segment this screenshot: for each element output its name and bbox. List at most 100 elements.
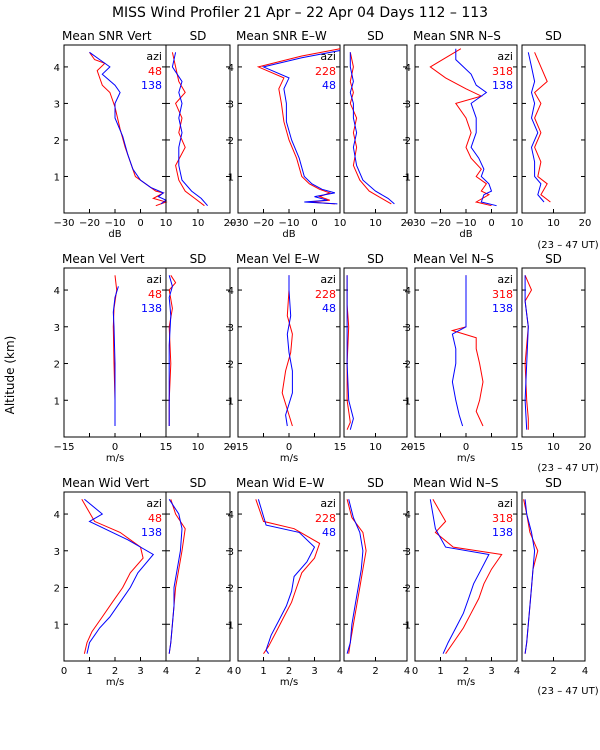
x-tick-label: 4 xyxy=(163,666,169,677)
x-tick-label: 15 xyxy=(160,442,173,453)
panel-wid-ew-sd: SD 2 4 xyxy=(343,476,410,677)
series-line-48 xyxy=(81,499,144,654)
series-line-48 xyxy=(346,499,364,654)
x-tick-label: 20 xyxy=(224,442,237,453)
legend-entry-48: 48 xyxy=(148,512,162,525)
series-line-138 xyxy=(527,52,545,203)
x-tick-label: 10 xyxy=(547,218,560,229)
x-axis-label: m/s xyxy=(457,453,475,464)
series-line-48 xyxy=(285,275,293,427)
series-line-228 xyxy=(255,499,321,654)
x-tick-label: 1 xyxy=(260,666,266,677)
x-tick-label: 10 xyxy=(334,218,347,229)
panel-title: Mean Wid N–S xyxy=(413,476,498,490)
y-tick-label: 2 xyxy=(405,360,411,371)
y-tick-label: 1 xyxy=(54,172,60,183)
series-line-138 xyxy=(89,51,167,205)
panel-vel-vert-sd: SD 10 20 xyxy=(165,252,237,453)
x-tick-label: 1 xyxy=(86,666,92,677)
x-tick-label: 15 xyxy=(511,442,524,453)
x-tick-label: 20 xyxy=(579,218,592,229)
panel-title: SD xyxy=(190,252,207,266)
x-tick-label: −10 xyxy=(104,218,125,229)
x-tick-label: 0 xyxy=(112,442,118,453)
x-tick-label: −20 xyxy=(253,218,274,229)
x-tick-label: 0 xyxy=(61,666,67,677)
x-tick-label: 2 xyxy=(463,666,469,677)
y-tick-label: 4 xyxy=(54,510,60,521)
x-axis-label: dB xyxy=(459,229,472,240)
x-tick-label: −10 xyxy=(455,218,476,229)
panel-title: Mean SNR Vert xyxy=(62,29,152,43)
y-tick-label: 3 xyxy=(405,323,411,334)
x-tick-label: 2 xyxy=(112,666,118,677)
y-tick-label: 2 xyxy=(228,136,234,147)
x-tick-label: 10 xyxy=(511,218,524,229)
legend-entry-318: 318 xyxy=(492,512,513,525)
panel-title: SD xyxy=(545,29,562,43)
series-line-138 xyxy=(168,275,173,426)
x-tick-label: 0 xyxy=(412,666,418,677)
panel-title: Mean Vel E–W xyxy=(236,252,320,266)
panel-vel-ew-sd: SD 10 20 xyxy=(343,252,413,453)
series-line-138 xyxy=(524,275,529,430)
legend-header: azi xyxy=(146,273,162,286)
panel-title: Mean SNR E–W xyxy=(236,29,327,43)
y-tick-label: 2 xyxy=(228,584,234,595)
y-tick-label: 4 xyxy=(54,63,60,74)
panel-frame xyxy=(521,44,586,214)
series-line-228 xyxy=(349,52,392,205)
x-axis-label: m/s xyxy=(106,453,124,464)
x-tick-label: −15 xyxy=(404,442,425,453)
legend-header: azi xyxy=(320,50,336,63)
legend-header: azi xyxy=(320,273,336,286)
x-tick-label: 10 xyxy=(192,218,205,229)
series-line-48 xyxy=(261,50,341,205)
y-tick-label: 2 xyxy=(54,584,60,595)
x-tick-label: 4 xyxy=(227,666,233,677)
x-axis-label: m/s xyxy=(457,677,475,688)
panels: Mean SNR Vert−30 −20 −10 0 10dB1234azi48138S… xyxy=(53,29,591,688)
panel-frame xyxy=(165,44,231,214)
x-tick-label: 15 xyxy=(334,442,347,453)
panel-title: SD xyxy=(367,252,384,266)
x-tick-label: −15 xyxy=(227,442,248,453)
series-line-138 xyxy=(429,499,490,654)
panel-title: Mean Wid Vert xyxy=(62,476,149,490)
legend-entry-138: 138 xyxy=(141,302,162,315)
x-tick-label: 2 xyxy=(286,666,292,677)
legend-header: azi xyxy=(320,497,336,510)
legend-entry-138: 138 xyxy=(141,79,162,92)
panel-title: SD xyxy=(367,29,384,43)
panel-title: SD xyxy=(190,476,207,490)
x-axis-label: m/s xyxy=(280,453,298,464)
y-tick-label: 3 xyxy=(228,99,234,110)
x-axis-label: dB xyxy=(108,229,121,240)
y-tick-label: 1 xyxy=(405,620,411,631)
legend-entry-48: 48 xyxy=(322,302,336,315)
panel-vel-ns-sd: SD 10 20 xyxy=(521,252,591,453)
panel-title: SD xyxy=(190,29,207,43)
x-tick-label: 3 xyxy=(488,666,494,677)
x-tick-label: −20 xyxy=(79,218,100,229)
x-tick-label: −15 xyxy=(53,442,74,453)
panel-snr-vert-sd: SD 10 20 xyxy=(165,29,236,229)
legend-entry-138: 138 xyxy=(141,526,162,539)
series-line-48 xyxy=(257,499,316,654)
legend-entry-48: 48 xyxy=(148,288,162,301)
y-tick-label: 3 xyxy=(228,323,234,334)
panel-frame xyxy=(521,267,586,438)
legend-entry-138: 138 xyxy=(492,79,513,92)
y-tick-label: 1 xyxy=(54,620,60,631)
y-tick-label: 1 xyxy=(228,172,234,183)
y-tick-label: 2 xyxy=(54,360,60,371)
series-line-48 xyxy=(171,52,205,207)
legend-entry-228: 228 xyxy=(315,65,336,78)
x-tick-label: 10 xyxy=(369,442,382,453)
legend-header: azi xyxy=(497,497,513,510)
